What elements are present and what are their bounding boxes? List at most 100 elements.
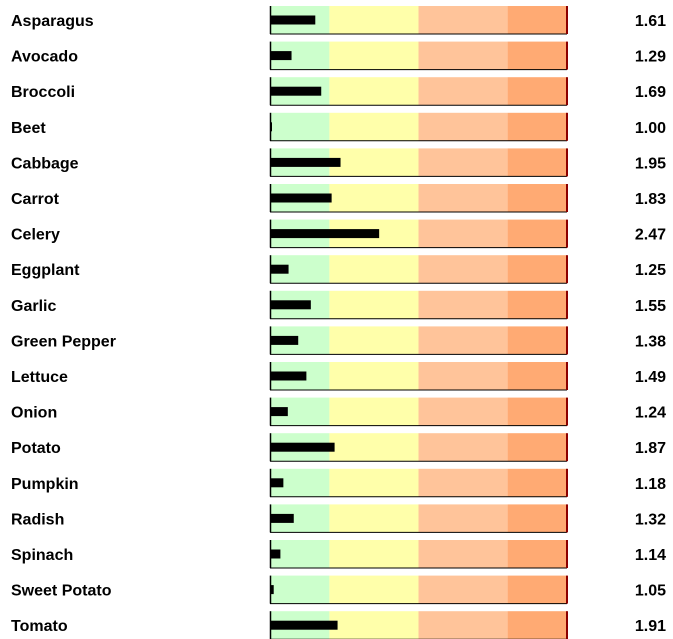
range-band	[418, 326, 508, 355]
category-label: Lettuce	[11, 369, 68, 386]
value-label: 1.32	[635, 511, 666, 528]
value-bar	[270, 229, 380, 239]
value-bar	[270, 264, 289, 274]
range-band	[329, 540, 419, 568]
category-label: Pumpkin	[11, 476, 79, 493]
value-bar	[270, 442, 335, 452]
range-band	[329, 326, 419, 355]
range-band	[418, 184, 508, 212]
range-band	[418, 504, 508, 533]
range-band	[418, 255, 508, 284]
value-label: 1.87	[635, 440, 666, 457]
range-band	[418, 575, 508, 604]
value-label: 1.69	[635, 84, 666, 101]
value-label: 1.38	[635, 333, 666, 350]
value-label: 1.24	[635, 405, 666, 422]
category-label: Celery	[11, 227, 60, 244]
value-bar	[270, 86, 322, 96]
category-label: Spinach	[11, 547, 73, 564]
value-label: 1.55	[635, 298, 666, 315]
value-label: 2.47	[635, 227, 666, 244]
range-band	[329, 255, 419, 284]
range-band	[270, 112, 330, 141]
range-band	[329, 468, 419, 497]
range-band	[507, 219, 567, 248]
value-bar	[270, 122, 272, 132]
range-band	[507, 112, 567, 141]
value-label: 1.00	[635, 120, 666, 137]
category-label: Onion	[11, 405, 57, 422]
range-band	[418, 468, 508, 497]
range-band	[507, 433, 567, 462]
range-band	[418, 6, 508, 34]
category-label: Sweet Potato	[11, 583, 112, 600]
range-band	[329, 290, 419, 319]
range-band	[329, 77, 419, 106]
range-band	[418, 611, 508, 639]
value-bar	[270, 585, 274, 595]
value-bar	[270, 193, 332, 203]
range-band	[418, 219, 508, 248]
range-band	[507, 148, 567, 177]
range-band	[507, 290, 567, 319]
range-band	[507, 41, 567, 70]
category-label: Tomato	[11, 618, 68, 635]
range-band	[329, 504, 419, 533]
range-band	[507, 6, 567, 34]
range-band	[329, 184, 419, 212]
range-band	[329, 397, 419, 426]
value-bar	[270, 371, 307, 381]
range-band	[507, 77, 567, 106]
value-label: 1.95	[635, 155, 666, 172]
range-band	[418, 41, 508, 70]
category-label: Garlic	[11, 298, 56, 315]
category-label: Green Pepper	[11, 333, 116, 350]
value-bar	[270, 549, 281, 559]
range-band	[329, 148, 419, 177]
range-band	[507, 504, 567, 533]
value-bar	[270, 157, 341, 167]
range-band	[418, 397, 508, 426]
range-band	[507, 575, 567, 604]
range-band	[329, 112, 419, 141]
range-band	[329, 362, 419, 390]
value-bar	[270, 478, 284, 488]
category-label: Cabbage	[11, 155, 79, 172]
range-band	[418, 77, 508, 106]
category-label: Carrot	[11, 191, 60, 208]
value-label: 1.14	[635, 547, 666, 564]
range-band	[507, 362, 567, 390]
range-band	[418, 112, 508, 141]
value-label: 1.18	[635, 476, 666, 493]
value-label: 1.29	[635, 49, 666, 66]
range-band	[329, 433, 419, 462]
range-band	[329, 611, 419, 639]
value-bar	[270, 300, 311, 310]
value-bar	[270, 407, 288, 417]
range-band	[329, 6, 419, 34]
range-band	[418, 148, 508, 177]
value-bar	[270, 51, 292, 61]
value-label: 1.25	[635, 262, 666, 279]
category-label: Asparagus	[11, 13, 94, 30]
range-band	[507, 611, 567, 639]
range-band	[329, 41, 419, 70]
range-band	[418, 290, 508, 319]
value-label: 1.49	[635, 369, 666, 386]
value-label: 1.83	[635, 191, 666, 208]
category-label: Radish	[11, 511, 64, 528]
category-label: Beet	[11, 120, 46, 137]
value-label: 1.91	[635, 618, 666, 635]
category-label: Avocado	[11, 49, 78, 66]
range-band	[507, 397, 567, 426]
value-bar	[270, 513, 294, 523]
range-band	[329, 575, 419, 604]
category-label: Potato	[11, 440, 61, 457]
range-band	[507, 255, 567, 284]
value-label: 1.05	[635, 583, 666, 600]
range-band	[418, 362, 508, 390]
value-bar	[270, 335, 299, 345]
value-label: 1.61	[635, 13, 666, 30]
category-label: Broccoli	[11, 84, 75, 101]
